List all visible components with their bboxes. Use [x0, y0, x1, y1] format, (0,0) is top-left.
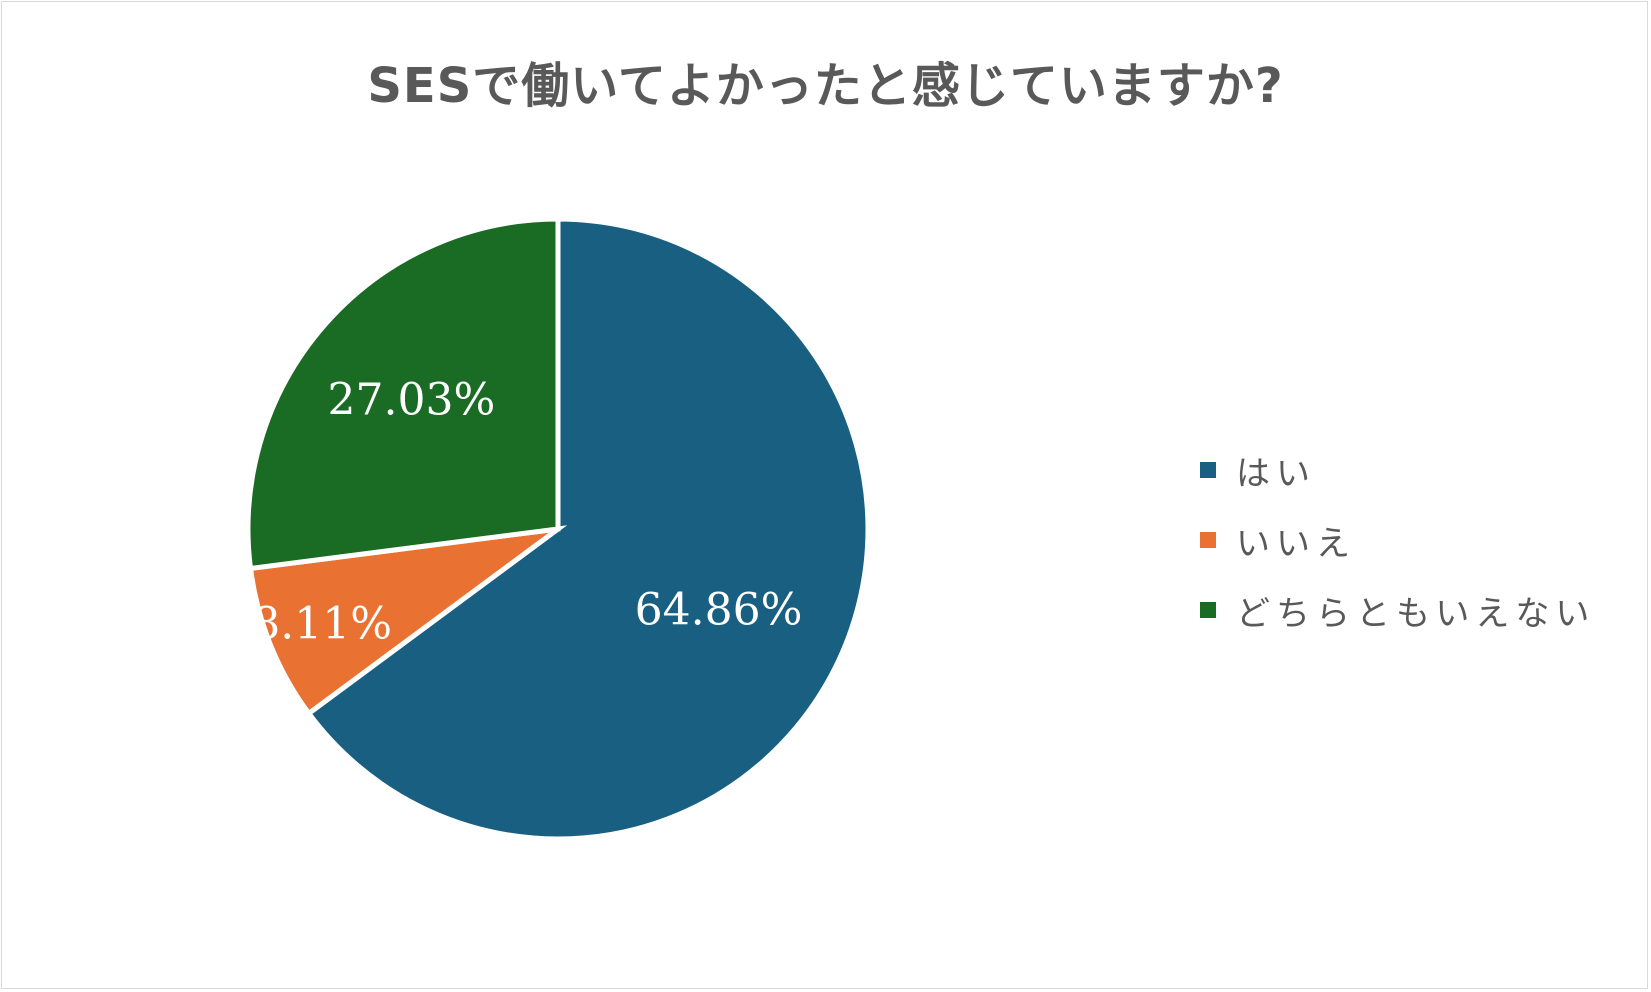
data-label-no: 8.11% — [252, 598, 392, 649]
chart-title: SESで働いてよかったと感じていますか? — [367, 58, 1284, 114]
data-label-yes: 64.86% — [635, 584, 803, 635]
legend-swatch — [1200, 532, 1216, 548]
pie-slice-yes — [305, 216, 871, 842]
pie-slices — [245, 216, 871, 842]
legend-item-neutral: どちらともいえない — [1200, 590, 1595, 634]
legend-swatch — [1200, 602, 1216, 618]
pie-data-labels: 64.86% 8.11% 27.03% — [252, 374, 802, 649]
legend-swatch — [1200, 462, 1216, 478]
legend-label: はい — [1236, 453, 1316, 494]
data-label-neutral: 27.03% — [327, 374, 495, 425]
legend-label: どちらともいえない — [1236, 593, 1596, 634]
chart-legend: はいいいえどちらともいえない — [1200, 450, 1595, 660]
legend-item-yes: はい — [1200, 450, 1595, 494]
legend-item-no: いいえ — [1200, 520, 1595, 564]
pie-slice-no — [247, 525, 568, 717]
pie-slice-neutral — [245, 216, 561, 572]
legend-label: いいえ — [1236, 523, 1356, 564]
